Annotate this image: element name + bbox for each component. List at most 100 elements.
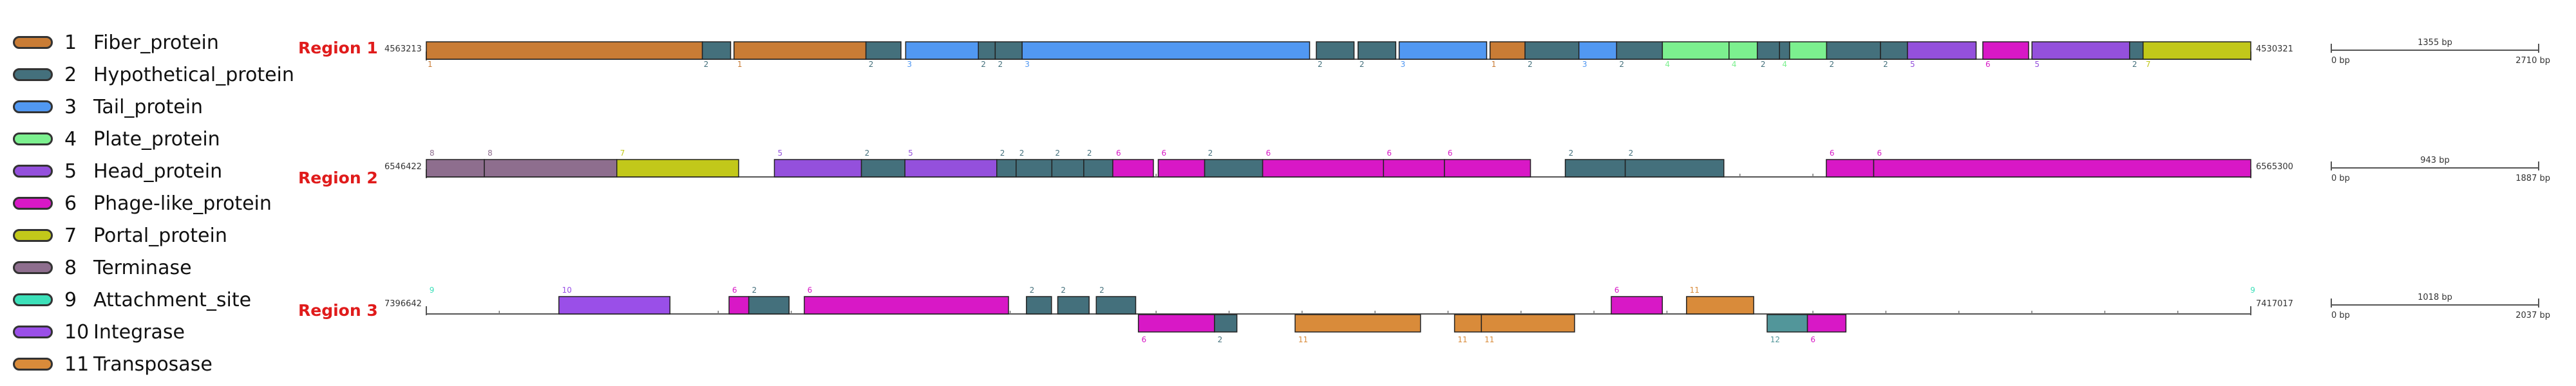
scale-half-label: 1018 bp [2418, 293, 2452, 302]
gene-box [701, 41, 732, 60]
gene-box [1444, 159, 1531, 178]
legend-swatch-icon [13, 261, 53, 274]
legend-swatch-icon [13, 229, 53, 242]
legend-swatch-icon [13, 165, 53, 178]
gene-category-label: 2 [1000, 149, 1005, 158]
gene-box [1728, 41, 1758, 60]
legend-label: Plate_protein [93, 127, 220, 151]
gene-box [1112, 159, 1154, 178]
gene-box [558, 296, 671, 315]
scale-end-label: 1887 bp [2515, 174, 2550, 183]
region-start-coordinate: 6546422 [384, 162, 422, 172]
gene-box [2142, 41, 2251, 60]
gene-category-label: 2 [1055, 149, 1060, 158]
gene-category-label: 2 [1883, 60, 1888, 69]
legend-swatch-icon [13, 36, 53, 49]
gene-box [1616, 41, 1663, 60]
gene-category-label: 2 [1087, 149, 1092, 158]
gene-category-label: 8 [430, 149, 435, 158]
legend-number: 10 [64, 320, 90, 344]
gene-category-label: 6 [1810, 335, 1815, 344]
legend-item-6: 6 Phage-like_protein [13, 190, 272, 216]
gene-box [1826, 159, 1875, 178]
gene-category-label: 2 [1218, 335, 1223, 344]
gene-category-label: 2 [1359, 60, 1365, 69]
gene-box [426, 159, 485, 178]
gene-category-label: 11 [1690, 286, 1700, 295]
gene-category-label: 2 [1528, 60, 1533, 69]
legend-label: Attachment_site [93, 288, 252, 311]
gene-box [1157, 159, 1206, 178]
legend-swatch-icon [13, 326, 53, 338]
legend-item-7: 7 Portal_protein [13, 223, 227, 248]
scale-half-label: 943 bp [2420, 156, 2449, 165]
gene-category-label: 6 [1877, 149, 1882, 158]
gene-category-label: 2 [1569, 149, 1574, 158]
legend-item-3: 3 Tail_protein [13, 94, 203, 120]
gene-category-label: 2 [1318, 60, 1323, 69]
gene-category-label: 6 [1985, 60, 1991, 69]
gene-box [860, 159, 905, 178]
gene-box [1873, 159, 2251, 178]
legend-label: Tail_protein [93, 95, 204, 118]
gene-box [1578, 41, 1617, 60]
scale-start-label: 0 bp [2331, 56, 2350, 66]
legend-number: 3 [64, 95, 77, 118]
legend-number: 2 [64, 63, 77, 86]
gene-category-label: 2 [1030, 286, 1035, 295]
region-end-coordinate: 4530321 [2256, 44, 2293, 54]
gene-box [1057, 296, 1090, 315]
gene-category-label: 9 [430, 286, 435, 295]
gene-category-label: 2 [1061, 286, 1066, 295]
legend-number: 6 [64, 192, 77, 215]
gene-box [2129, 41, 2144, 60]
gene-box [1686, 296, 1754, 315]
gene-box [1789, 41, 1828, 60]
gene-category-label: 6 [808, 286, 813, 295]
region-2-label: Region 2 [298, 169, 378, 187]
gene-box [1262, 159, 1385, 178]
gene-box [904, 159, 998, 178]
gene-category-label: 11 [1298, 335, 1308, 344]
gene-box [996, 159, 1017, 178]
gene-box [905, 41, 979, 60]
legend-item-9: 9 Attachment_site [13, 287, 251, 313]
legend-label: Hypothetical_protein [93, 63, 294, 86]
legend-number: 8 [64, 256, 77, 279]
gene-box [748, 296, 790, 315]
gene-box [994, 41, 1023, 60]
gene-box [1611, 296, 1663, 315]
gene-box [1137, 314, 1215, 333]
gene-category-label: 2 [2132, 60, 2137, 69]
gene-category-label: 1 [428, 60, 433, 69]
gene-category-label: 5 [908, 149, 913, 158]
gene-box [1624, 159, 1725, 178]
gene-box [728, 296, 750, 315]
legend-label: Integrase [93, 320, 185, 344]
gene-category-label: 9 [2250, 286, 2255, 295]
gene-box [2031, 41, 2130, 60]
legend-item-11: 11 Transposase [13, 351, 213, 377]
gene-category-label: 2 [1099, 286, 1104, 295]
legend-number: 9 [64, 288, 77, 311]
legend-number: 1 [64, 31, 77, 54]
gene-category-label: 6 [1448, 149, 1453, 158]
gene-box [1051, 159, 1084, 178]
gene-box [1095, 296, 1137, 315]
gene-box [1021, 41, 1311, 60]
gene-category-label: 5 [2034, 60, 2040, 69]
gene-box [1564, 159, 1626, 178]
region-3-label: Region 3 [298, 301, 378, 320]
legend-label: Transposase [93, 353, 213, 376]
gene-box [616, 159, 739, 178]
legend-label: Terminase [93, 256, 192, 279]
gene-category-label: 2 [1761, 60, 1766, 69]
gene-category-label: 4 [1732, 60, 1737, 69]
gene-box [426, 41, 703, 60]
gene-category-label: 3 [1401, 60, 1406, 69]
gene-category-label: 11 [1484, 335, 1494, 344]
gene-box [1398, 41, 1488, 60]
region-end-coordinate: 7417017 [2256, 299, 2293, 309]
gene-box [1383, 159, 1445, 178]
gene-box [1907, 41, 1977, 60]
